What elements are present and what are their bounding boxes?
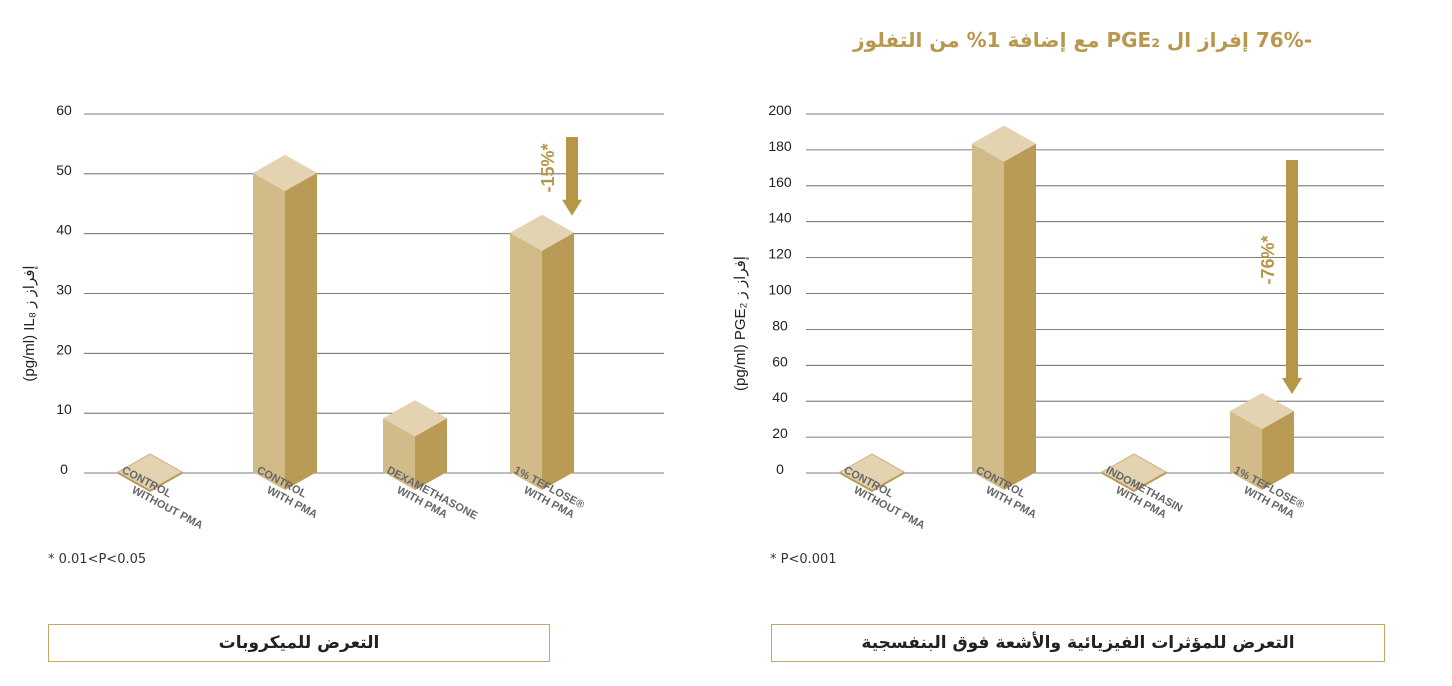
- left-category-box: التعرض للميكروبات: [48, 624, 550, 662]
- y-tick-label: 60: [56, 102, 72, 118]
- bar-top-face: [1230, 393, 1294, 430]
- bar-front-face: [510, 232, 542, 490]
- arrow-label: -15%*: [538, 143, 558, 192]
- bar: [972, 125, 1036, 490]
- bar-front-face: [972, 143, 1004, 490]
- bar-front-face: [383, 418, 415, 490]
- y-tick-label: 0: [60, 461, 68, 477]
- bar-top-face: [253, 154, 317, 191]
- bar: [1100, 453, 1168, 492]
- y-tick-label: 80: [772, 317, 788, 333]
- bar-side-face: [542, 232, 574, 490]
- y-tick-label: 140: [768, 210, 792, 226]
- bar-side-face: [285, 172, 317, 490]
- y-tick-label: 100: [768, 282, 792, 298]
- y-tick-label: 180: [768, 138, 792, 154]
- bar-front-face: [253, 172, 285, 490]
- y-tick-label: 60: [772, 353, 788, 369]
- left-category-label: التعرض للميكروبات: [218, 633, 380, 653]
- right-chart-title: -76% إفراز ال PGE₂ مع إضافة 1% من التفلو…: [853, 28, 1312, 52]
- y-tick-label: 20: [772, 425, 788, 441]
- bar: [253, 154, 317, 490]
- bar-side-face: [415, 418, 447, 490]
- bar-side-face: [1004, 143, 1036, 490]
- y-tick-label: 30: [56, 282, 72, 298]
- arrow-head: [1282, 378, 1302, 395]
- arrow-head: [562, 199, 582, 216]
- y-axis-label: (pg/ml) IL₈ إفراز ز: [21, 265, 38, 381]
- y-tick-label: 200: [768, 102, 792, 118]
- bar: [510, 214, 574, 490]
- y-tick-label: 40: [56, 222, 72, 238]
- y-tick-label: 0: [776, 461, 784, 477]
- left-footnote: * 0.01<P<0.05: [48, 552, 147, 567]
- bar: [383, 400, 447, 490]
- arrow-shaft: [1286, 160, 1298, 381]
- y-tick-label: 10: [56, 401, 72, 417]
- right-footnote: * P<0.001: [770, 552, 837, 567]
- y-tick-label: 120: [768, 246, 792, 262]
- reduction-arrow: -76%*: [1258, 160, 1302, 395]
- bar-top-face: [510, 214, 574, 251]
- chart-2: 0 20 40 60 80 100 120 140 160 180 200 (pg/ml) PGE₂ …: [732, 102, 1384, 532]
- bar: [1230, 393, 1294, 490]
- arrow-shaft: [566, 137, 578, 202]
- y-tick-label: 50: [56, 162, 72, 178]
- right-category-label: التعرض للمؤثرات الفيزيائية والأشعة فوق ا…: [861, 633, 1295, 653]
- right-category-box: التعرض للمؤثرات الفيزيائية والأشعة فوق ا…: [771, 624, 1385, 662]
- bar-top-face: [972, 125, 1036, 162]
- bar: [116, 453, 184, 492]
- y-tick-label: 40: [772, 389, 788, 405]
- bar: [838, 453, 906, 492]
- bar-top-face: [383, 400, 447, 437]
- reduction-arrow: -15%*: [538, 137, 582, 216]
- y-tick-label: 160: [768, 174, 792, 190]
- y-axis-label: (pg/ml) PGE₂ إفراز ز: [732, 256, 749, 391]
- y-tick-label: 20: [56, 341, 72, 357]
- bar-side-face: [1262, 411, 1294, 490]
- arrow-label: -76%*: [1258, 235, 1278, 284]
- bar-front-face: [1230, 411, 1262, 490]
